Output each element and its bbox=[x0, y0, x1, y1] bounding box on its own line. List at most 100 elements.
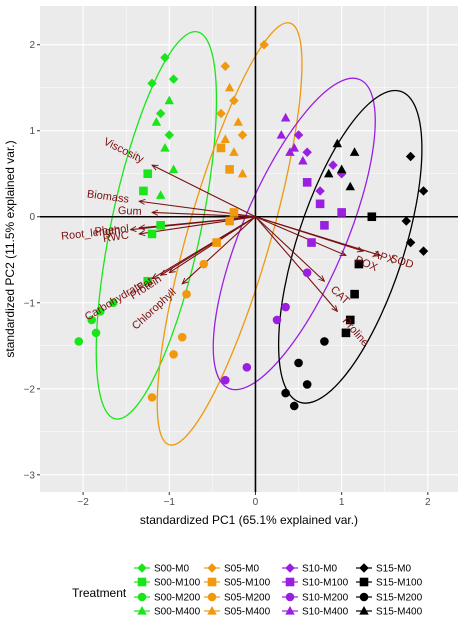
point-s05-m100 bbox=[225, 216, 234, 226]
point-s05-m400 bbox=[229, 147, 239, 156]
point-s15-m100 bbox=[354, 259, 364, 269]
point-s10-m100 bbox=[307, 238, 316, 247]
point-s05-m100 bbox=[229, 208, 239, 217]
point-s15-m200 bbox=[320, 337, 329, 346]
point-s00-m400 bbox=[155, 190, 166, 199]
arrow-root-length bbox=[130, 216, 256, 230]
y-tick-label: 1 bbox=[29, 126, 35, 137]
point-s10-m400 bbox=[285, 147, 295, 156]
point-s05-m400 bbox=[233, 117, 243, 126]
point-s15-m400 bbox=[323, 168, 334, 178]
y-tick-label: −2 bbox=[24, 384, 36, 395]
legend-label-s00-m400: S00-M400 bbox=[154, 607, 201, 618]
point-s05-m0 bbox=[216, 108, 226, 119]
point-s00-m0 bbox=[168, 74, 179, 84]
legend-label-s00-m0: S00-M0 bbox=[154, 564, 189, 575]
point-s05-m400 bbox=[220, 134, 231, 143]
legend-label-s15-m100: S15-M100 bbox=[376, 578, 423, 589]
y-tick-label: −3 bbox=[24, 470, 36, 481]
point-s15-m100 bbox=[341, 328, 351, 338]
point-s05-m100 bbox=[225, 165, 234, 174]
x-tick-label: 2 bbox=[425, 497, 431, 508]
point-s15-m0 bbox=[418, 246, 429, 256]
x-tick-label: −1 bbox=[164, 497, 176, 508]
point-s15-m100 bbox=[367, 212, 377, 222]
legend-key-s15-m400 bbox=[359, 606, 369, 615]
var-label-rwc: RWC bbox=[102, 229, 130, 245]
point-s10-m0 bbox=[302, 147, 312, 157]
point-s05-m0 bbox=[237, 130, 248, 140]
point-s15-m200 bbox=[281, 388, 290, 398]
point-s00-m0 bbox=[147, 78, 157, 89]
point-s00-m100 bbox=[156, 221, 165, 230]
legend-label-s10-m400: S10-M400 bbox=[302, 607, 349, 618]
point-s00-m100 bbox=[139, 186, 148, 196]
point-s15-m100 bbox=[345, 315, 355, 325]
point-s15-m0 bbox=[401, 216, 412, 226]
point-s10-m0 bbox=[315, 186, 325, 196]
point-s05-m0 bbox=[229, 95, 239, 106]
point-s00-m200 bbox=[87, 315, 97, 325]
point-s00-m200 bbox=[74, 337, 84, 346]
point-s10-m0 bbox=[328, 160, 338, 170]
plot-panel bbox=[40, 6, 458, 492]
point-s10-m100 bbox=[337, 208, 346, 217]
point-s10-m400 bbox=[298, 155, 308, 165]
legend-label-s05-m200: S05-M200 bbox=[224, 593, 271, 604]
point-s15-m200 bbox=[294, 358, 303, 368]
var-label-phenol: Phenol bbox=[94, 223, 129, 238]
point-s10-m0 bbox=[293, 130, 304, 140]
point-s00-m400 bbox=[168, 164, 179, 174]
point-s15-m400 bbox=[349, 147, 360, 156]
point-s00-m100 bbox=[143, 169, 153, 179]
y-tick-label: 0 bbox=[29, 212, 35, 223]
point-s15-m400 bbox=[336, 164, 347, 174]
legend-label-s10-m0: S10-M0 bbox=[302, 564, 337, 575]
point-s10-m400 bbox=[289, 142, 299, 152]
point-s10-m200 bbox=[272, 315, 282, 325]
arrow-rwc bbox=[139, 216, 256, 234]
arrow-cat bbox=[255, 216, 324, 282]
point-s15-m200 bbox=[289, 401, 299, 411]
legend-label-s10-m200: S10-M200 bbox=[302, 593, 349, 604]
point-s00-m200 bbox=[108, 298, 118, 308]
point-s10-m0 bbox=[336, 169, 347, 179]
arrow-proline bbox=[255, 216, 337, 312]
x-tick-label: −2 bbox=[77, 497, 89, 508]
point-s15-m400 bbox=[345, 181, 355, 191]
point-s10-m200 bbox=[220, 375, 230, 385]
legend-label-s15-m0: S15-M0 bbox=[376, 564, 411, 575]
point-s05-m100 bbox=[216, 143, 226, 153]
point-s10-m100 bbox=[302, 178, 312, 187]
var-label-biomass: Biomass bbox=[86, 188, 130, 206]
legend-title: Treatment bbox=[72, 586, 127, 600]
point-s00-m400 bbox=[160, 142, 170, 152]
point-s00-m100 bbox=[147, 229, 157, 239]
point-s10-m100 bbox=[315, 199, 325, 209]
y-tick-label: 2 bbox=[29, 40, 35, 51]
point-s05-m200 bbox=[199, 259, 209, 269]
legend-key-s00-m400 bbox=[137, 606, 147, 615]
point-s05-m200 bbox=[182, 289, 191, 299]
y-tick-label: −1 bbox=[24, 298, 36, 309]
legend-label-s15-m400: S15-M400 bbox=[376, 607, 423, 618]
point-s00-m0 bbox=[160, 52, 170, 63]
point-s00-m0 bbox=[164, 130, 175, 140]
point-s15-m0 bbox=[418, 186, 429, 196]
legend-label-s05-m100: S05-M100 bbox=[224, 578, 271, 589]
point-s00-m0 bbox=[155, 108, 166, 119]
arrow-sod bbox=[255, 216, 380, 256]
legend-label-s00-m100: S00-M100 bbox=[154, 578, 201, 589]
arrow-protein bbox=[169, 216, 256, 273]
legend-key-s10-m400 bbox=[285, 606, 295, 615]
legend-key-s05-m400 bbox=[207, 606, 217, 615]
point-s05-m200 bbox=[177, 332, 187, 342]
arrow-viscosity bbox=[152, 165, 256, 218]
point-s05-m0 bbox=[259, 39, 269, 50]
legend-label-s10-m100: S10-M100 bbox=[302, 578, 349, 589]
y-axis-title: standardized PC2 (11.5% explained var.) bbox=[3, 140, 17, 357]
variable-arrows bbox=[130, 165, 380, 311]
point-s00-m400 bbox=[164, 95, 175, 105]
point-s00-m400 bbox=[151, 117, 162, 126]
point-s05-m0 bbox=[220, 61, 231, 71]
